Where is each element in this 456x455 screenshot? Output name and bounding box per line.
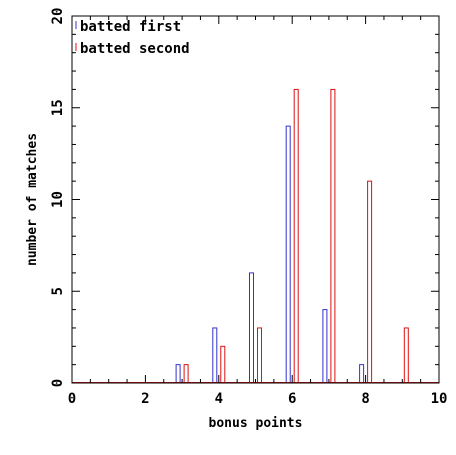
x-tick-label-8: 8	[361, 391, 369, 407]
bar-batted-second-5	[257, 327, 262, 384]
x-tick-label-2: 2	[141, 391, 149, 407]
y-tick-label-5: 5	[50, 287, 66, 295]
y-axis-label: number of matches	[25, 133, 40, 266]
y-tick-label-20: 20	[50, 8, 66, 25]
x-tick-label-10: 10	[431, 391, 448, 407]
x-axis-label: bonus points	[209, 416, 303, 431]
bar-batted-second-4	[220, 345, 226, 384]
bar-batted-second-3	[183, 364, 189, 384]
plot-frame	[71, 15, 440, 384]
y-tick-label-15: 15	[50, 99, 66, 116]
y-tick-label-10: 10	[50, 191, 66, 208]
axis-ticks	[71, 15, 440, 384]
legend-label-batted-second: batted second	[80, 41, 190, 57]
x-tick-label-4: 4	[215, 391, 223, 407]
bar-batted-first-3	[175, 364, 181, 384]
bar-batted-first-4	[212, 327, 218, 384]
plot-area	[72, 88, 439, 384]
x-tick-label-0: 0	[68, 391, 76, 407]
bar-batted-second-6	[293, 88, 299, 384]
axis-tick-labels: 0 2 4 6 8 10 0 5 10 15 20	[50, 8, 447, 407]
y-tick-label-0: 0	[50, 379, 66, 387]
bar-batted-second-7	[330, 88, 336, 384]
bar-batted-second-9	[403, 327, 409, 384]
x-tick-label-6: 6	[288, 391, 296, 407]
legend: batted first batted second	[75, 19, 190, 57]
bar-batted-first-8	[359, 364, 365, 384]
bar-batted-first-7	[322, 309, 328, 384]
bar-batted-first-6	[285, 125, 291, 384]
bar-batted-second-8	[367, 180, 373, 384]
legend-label-batted-first: batted first	[80, 19, 181, 35]
bar-batted-first-5	[249, 272, 254, 384]
